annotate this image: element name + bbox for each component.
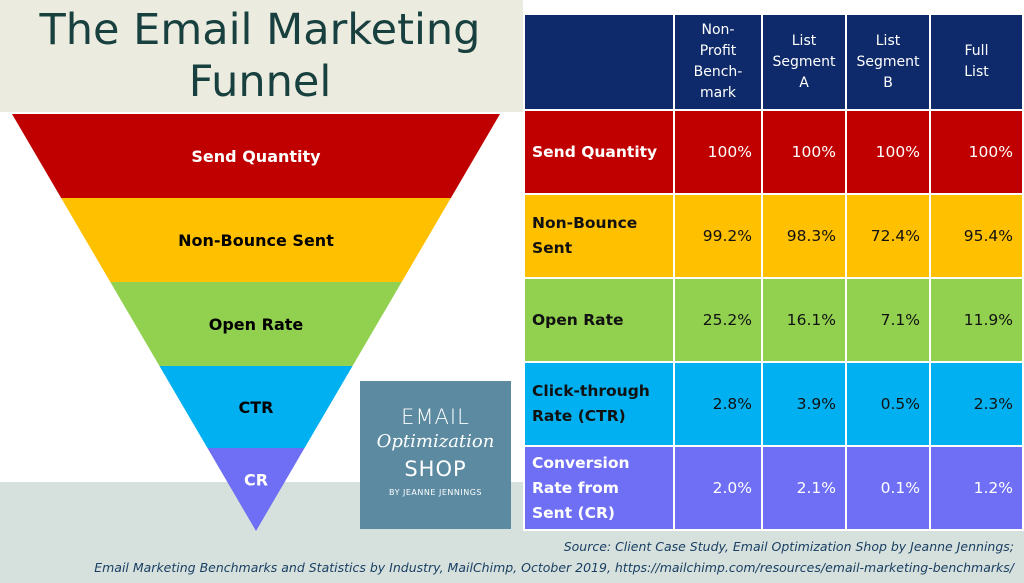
funnel-stage-1 bbox=[61, 198, 451, 282]
cell-value: 2.3% bbox=[929, 361, 1024, 447]
title-background bbox=[0, 0, 523, 112]
header-text: B bbox=[883, 74, 893, 91]
cell-value: 2.8% bbox=[673, 361, 763, 447]
email-funnel-diagram: Send Quantity Non-Bounce Sent Open Rate CTR… bbox=[12, 114, 500, 531]
row-label-text: Conversion bbox=[532, 453, 630, 472]
source-citation: Source: Client Case Study, Email Optimiz… bbox=[0, 536, 1014, 578]
row-label-text: Non-Bounce bbox=[532, 214, 638, 232]
row-label: Send Quantity bbox=[523, 109, 675, 195]
row-label-text: Open Rate bbox=[532, 310, 624, 329]
header-text: Segment bbox=[856, 53, 920, 70]
table-row-conversion-rate: Conversion Rate from Sent (CR) 2.0% 2.1%… bbox=[523, 445, 1024, 531]
header-text: Non- bbox=[701, 22, 735, 38]
cell-value: 95.4% bbox=[929, 193, 1024, 279]
cell-value: 16.1% bbox=[761, 277, 847, 363]
cell-value: 0.1% bbox=[845, 445, 931, 531]
table-row-click-through-rate: Click-through Rate (CTR) 2.8% 3.9% 0.5% … bbox=[523, 361, 1024, 447]
cell-value: 100% bbox=[761, 109, 847, 195]
cell-value: 0.5% bbox=[845, 361, 931, 447]
row-label-text: Rate (CTR) bbox=[532, 407, 626, 425]
funnel-stage-label: Send Quantity bbox=[191, 147, 321, 166]
page-title: The Email Marketing Funnel bbox=[10, 4, 510, 108]
logo-text-byline: BY JEANNE JENNINGS bbox=[389, 488, 482, 497]
header-text: mark bbox=[699, 85, 737, 101]
logo-text-email: EMAIL bbox=[401, 405, 470, 429]
row-label-text: Send Quantity bbox=[532, 142, 658, 161]
cell-value: 25.2% bbox=[673, 277, 763, 363]
cell-value: 100% bbox=[929, 109, 1024, 195]
funnel-stage-4 bbox=[207, 448, 305, 531]
email-optimization-shop-logo: EMAIL Optimization SHOP BY JEANNE JENNIN… bbox=[360, 381, 511, 529]
cell-value: 72.4% bbox=[845, 193, 931, 279]
header-text: List bbox=[791, 32, 817, 49]
table-header-row: Non- Profit Bench- mark List Segment A L… bbox=[523, 13, 1024, 111]
logo-text-optimization: Optimization bbox=[376, 431, 495, 452]
header-text: Segment bbox=[772, 53, 836, 70]
cell-value: 98.3% bbox=[761, 193, 847, 279]
row-label-text: Sent bbox=[532, 239, 573, 257]
cell-value: 1.2% bbox=[929, 445, 1024, 531]
funnel-stage-label: CTR bbox=[239, 398, 274, 417]
funnel-stage-label: Non-Bounce Sent bbox=[178, 231, 334, 250]
cell-value: 100% bbox=[845, 109, 931, 195]
header-nonprofit-benchmark: Non- Profit Bench- mark bbox=[673, 13, 763, 111]
row-label: Conversion Rate from Sent (CR) bbox=[523, 445, 675, 531]
cell-value: 11.9% bbox=[929, 277, 1024, 363]
header-text: A bbox=[799, 74, 809, 91]
header-list-segment-b: List Segment B bbox=[845, 13, 931, 111]
row-label-text: Click-through bbox=[532, 382, 650, 400]
title-line-2: Funnel bbox=[188, 57, 332, 107]
cell-value: 2.1% bbox=[761, 445, 847, 531]
logo-text-shop: SHOP bbox=[404, 457, 467, 481]
header-text: List bbox=[875, 32, 901, 49]
table-row-send-quantity: Send Quantity 100% 100% 100% 100% bbox=[523, 109, 1024, 195]
cell-value: 99.2% bbox=[673, 193, 763, 279]
funnel-stage-2 bbox=[110, 282, 402, 366]
header-text: Bench- bbox=[693, 64, 743, 80]
row-label: Open Rate bbox=[523, 277, 675, 363]
row-label: Click-through Rate (CTR) bbox=[523, 361, 675, 447]
source-line-2: Email Marketing Benchmarks and Statistic… bbox=[94, 560, 1014, 575]
funnel-metrics-table: Non- Profit Bench- mark List Segment A L… bbox=[523, 13, 1024, 531]
row-label-text: Rate from bbox=[532, 478, 619, 497]
source-line-1: Source: Client Case Study, Email Optimiz… bbox=[563, 539, 1014, 554]
header-full-list: Full List bbox=[929, 13, 1024, 111]
header-text: Full bbox=[964, 43, 989, 59]
header-text: List bbox=[964, 64, 989, 80]
table-row-open-rate: Open Rate 25.2% 16.1% 7.1% 11.9% bbox=[523, 277, 1024, 363]
header-list-segment-a: List Segment A bbox=[761, 13, 847, 111]
title-line-1: The Email Marketing bbox=[39, 5, 481, 55]
cell-value: 3.9% bbox=[761, 361, 847, 447]
funnel-stage-3 bbox=[159, 366, 353, 448]
row-label: Non-Bounce Sent bbox=[523, 193, 675, 279]
cell-value: 7.1% bbox=[845, 277, 931, 363]
funnel-stage-label: CR bbox=[244, 471, 268, 490]
row-label-text: Sent (CR) bbox=[532, 503, 615, 522]
funnel-stage-0 bbox=[12, 114, 500, 198]
header-corner bbox=[523, 13, 675, 111]
funnel-stage-label: Open Rate bbox=[209, 315, 304, 334]
cell-value: 100% bbox=[673, 109, 763, 195]
cell-value: 2.0% bbox=[673, 445, 763, 531]
header-text: Profit bbox=[699, 43, 737, 59]
table-row-non-bounce-sent: Non-Bounce Sent 99.2% 98.3% 72.4% 95.4% bbox=[523, 193, 1024, 279]
